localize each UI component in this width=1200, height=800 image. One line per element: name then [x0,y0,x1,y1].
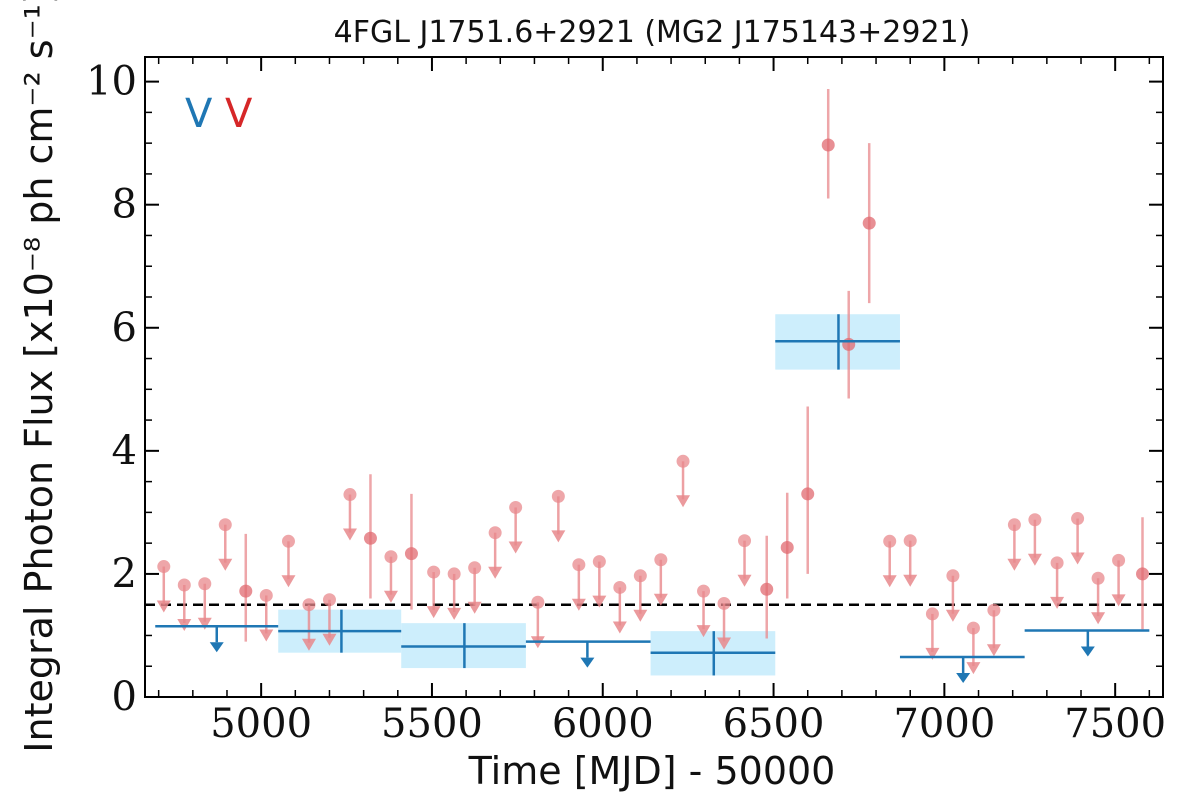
y-tick-label: 0 [112,674,137,720]
red-upper-limit-arrow [925,647,940,660]
red-upper-limit-arrow [966,662,981,675]
axis-ticks: 5000 5500 6000 6500 7000 7500 0 2 4 6 8 10 [86,57,1166,747]
red-upper-limit-arrow [383,590,398,603]
blue-upper-limit-arrow [1080,646,1095,657]
red-upper-limit-arrow [551,530,566,543]
y-tick-label: 4 [112,428,137,474]
blue-upper-limit-arrow [956,673,971,683]
red-upper-limit-arrow [903,574,918,587]
blue-upper-limit-arrow [209,642,224,653]
red-upper-limit-arrow [197,617,212,630]
red-upper-limit-arrow [508,541,523,554]
red-upper-limit-arrow [467,601,482,614]
red-upper-limit-arrow [488,566,503,579]
y-tick-label: 10 [86,59,137,105]
red-upper-limit-arrow [571,598,586,611]
red-upper-limit-arrow [633,609,648,622]
legend-entry-blue: V [185,91,213,137]
red-upper-limit-arrow [281,575,296,588]
red-upper-limit-arrow [696,625,711,638]
y-tick-label: 2 [112,551,137,597]
red-data-point [780,540,794,554]
red-data-point [363,531,377,545]
x-tick-label: 6500 [723,701,825,747]
red-upper-limit-arrow [986,644,1001,657]
red-data-point [801,487,815,501]
red-upper-limit-arrow [717,637,732,650]
red-upper-limit-arrow [259,629,274,642]
plot-area-border [144,56,1164,698]
red-upper-limit-arrow [156,600,171,613]
red-upper-limit-arrow [676,495,691,508]
red-upper-limit-arrow [945,609,960,622]
red-data-point [1136,567,1150,581]
x-tick-label: 7000 [893,701,995,747]
red-upper-limit-arrow [447,607,462,620]
red-upper-limit-arrow [1027,553,1042,566]
x-axis-label: Time [MJD] - 50000 [468,749,836,793]
red-data-point [842,337,856,351]
y-tick-label: 8 [112,182,137,228]
y-axis-label: Integral Photon Flux [x10⁻⁸ ph cm⁻² s⁻¹] [17,0,61,753]
y-tick-label: 6 [112,305,137,351]
red-upper-limit-arrow [1091,612,1106,625]
red-series-layer [156,89,1150,675]
red-upper-limit-arrow [322,633,337,646]
red-data-point [862,216,876,230]
red-upper-limit-arrow [342,528,357,541]
red-upper-limit-arrow [882,575,897,588]
red-upper-limit-arrow [426,606,441,619]
x-tick-label: 6000 [552,701,654,747]
plot-frame [144,56,1164,698]
x-tick-label: 5000 [210,701,312,747]
red-upper-limit-arrow [653,593,668,606]
x-tick-label: 5500 [381,701,483,747]
red-data-point [404,547,418,561]
chart-title: 4FGL J1751.6+2921 (MG2 J175143+2921) [334,15,971,50]
red-data-point [760,582,774,596]
red-upper-limit-arrow [1111,594,1126,607]
red-upper-limit-arrow [1007,558,1022,571]
red-upper-limit-arrow [301,638,316,651]
red-upper-limit-arrow [1050,596,1065,609]
red-upper-limit-arrow [737,574,752,587]
red-data-point [239,584,253,598]
red-upper-limit-arrow [612,621,627,634]
red-upper-limit-arrow [1070,552,1085,565]
blue-series-layer [155,314,1150,683]
x-tick-label: 7500 [1064,701,1166,747]
red-upper-limit-arrow [218,558,233,571]
legend-entry-red: V [225,91,253,137]
red-data-point [821,138,835,152]
red-upper-limit-arrow [592,595,607,608]
blue-upper-limit-arrow [580,657,595,668]
